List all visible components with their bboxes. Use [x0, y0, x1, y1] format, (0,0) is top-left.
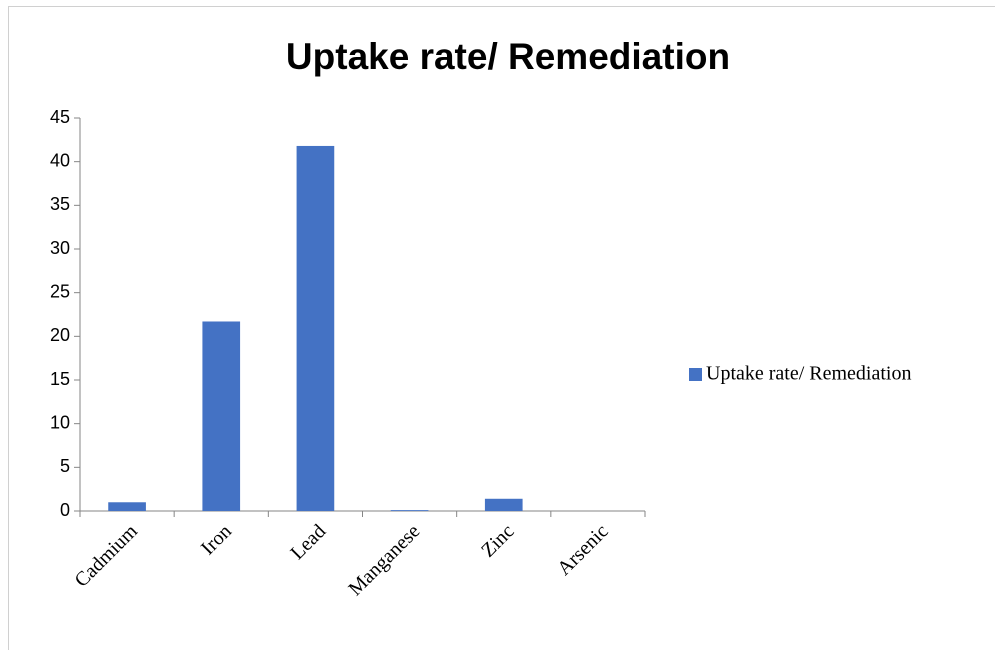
bar [484, 498, 523, 511]
y-tick-label: 40 [50, 150, 70, 170]
bar [202, 321, 241, 511]
y-tick-label: 0 [60, 500, 70, 520]
x-tick-label: Iron [197, 520, 236, 559]
y-tick-label: 25 [50, 281, 70, 301]
y-tick-label: 45 [50, 107, 70, 127]
y-tick-label: 5 [60, 456, 70, 476]
x-tick-label: Manganese [344, 520, 424, 600]
y-tick-label: 35 [50, 194, 70, 214]
y-tick-label: 20 [50, 325, 70, 345]
x-tick-label: Arsenic [553, 520, 613, 580]
bar [390, 510, 429, 511]
y-tick-label: 10 [50, 412, 70, 432]
y-tick-label: 15 [50, 369, 70, 389]
bar [296, 145, 335, 512]
legend-swatch [689, 368, 702, 381]
bar [108, 502, 146, 511]
y-tick-label: 30 [50, 238, 70, 258]
x-tick-label: Zinc [477, 520, 519, 562]
x-tick-label: Cadmium [71, 520, 143, 592]
legend-label: Uptake rate/ Remediation [706, 363, 911, 385]
x-tick-label: Lead [286, 520, 330, 564]
chart-title: Uptake rate/ Remediation [286, 36, 730, 77]
chart-border [8, 6, 995, 650]
